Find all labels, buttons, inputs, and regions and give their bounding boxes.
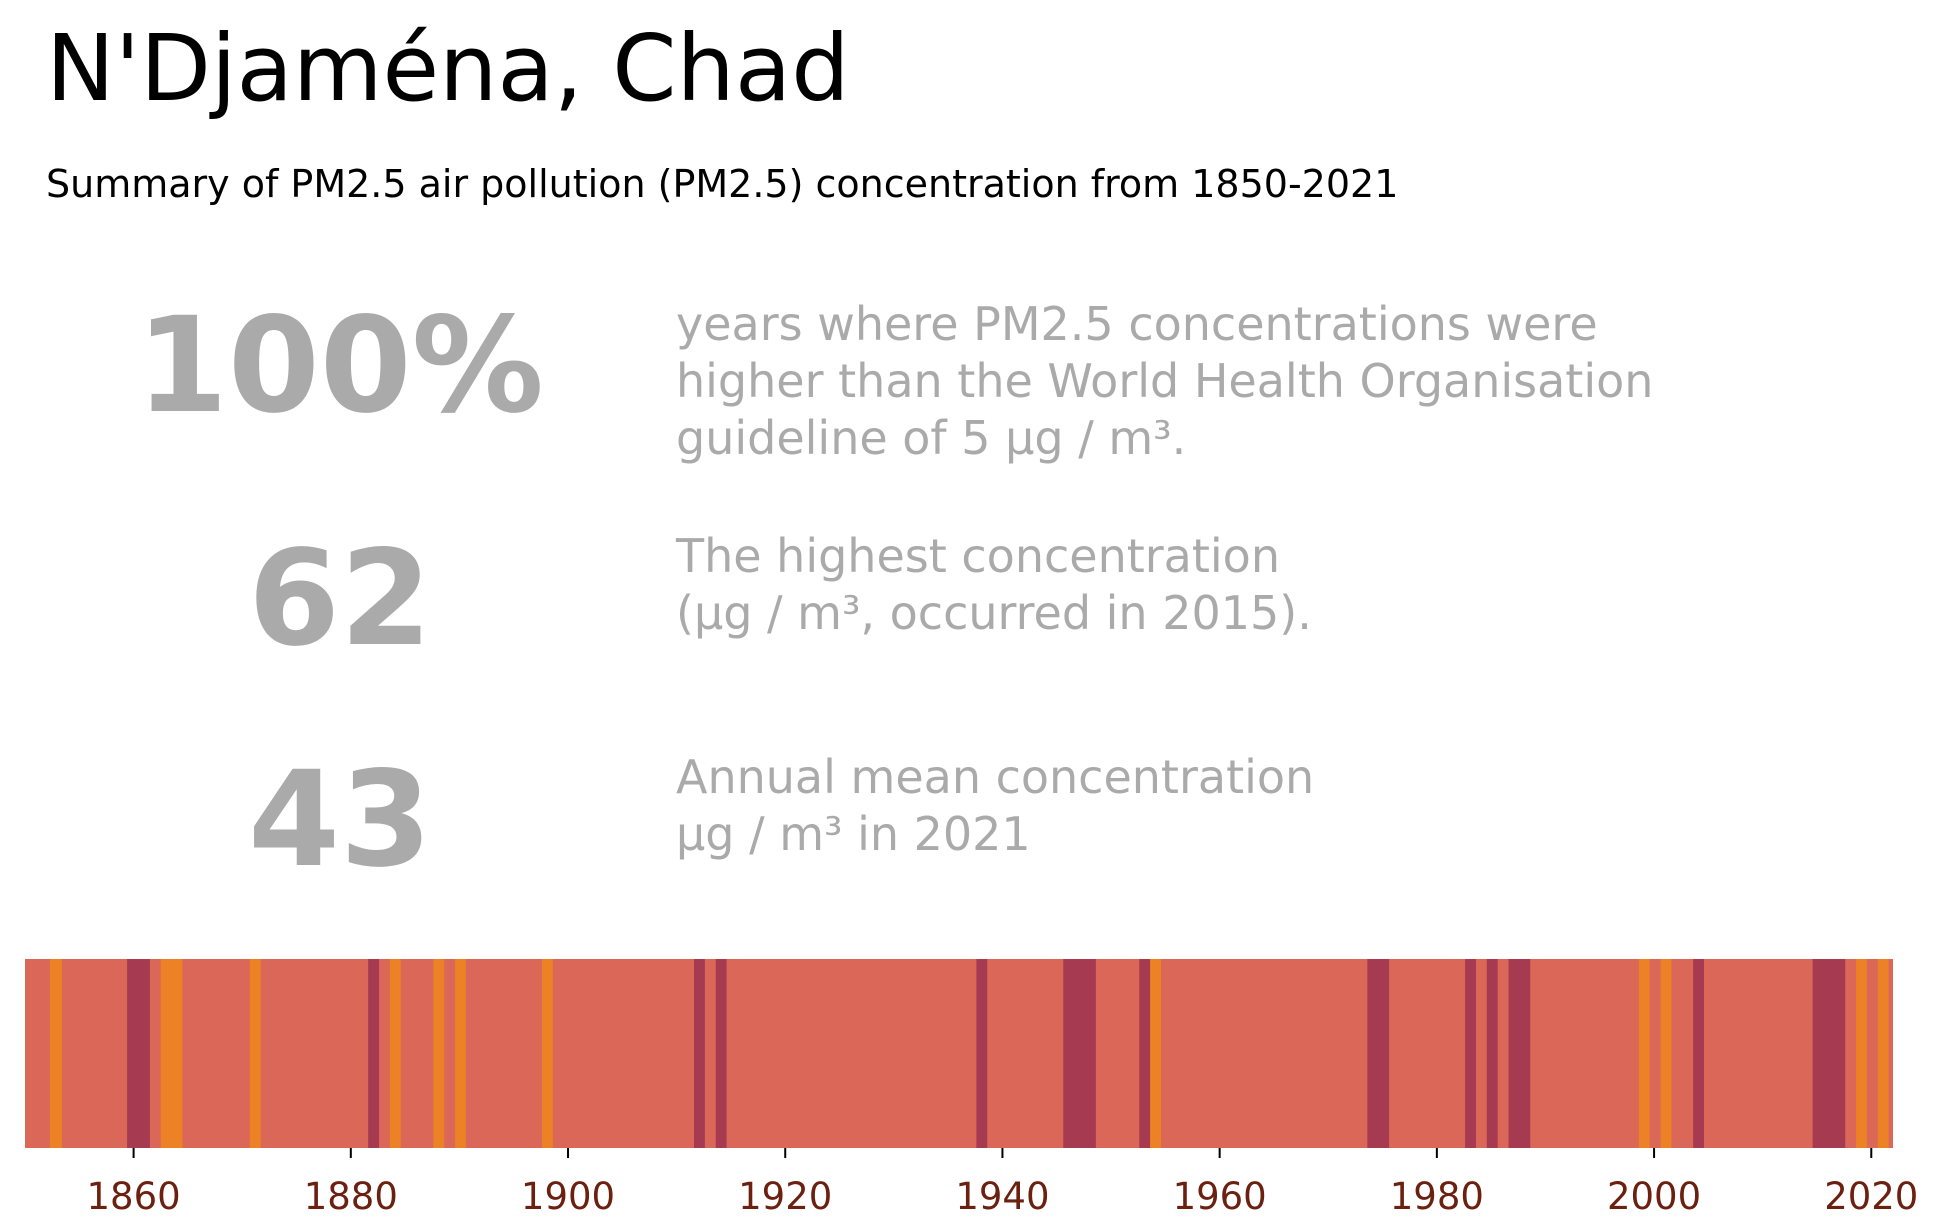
stat-description-line: µg / m³ in 2021 xyxy=(676,807,1031,861)
x-tick-label: 2020 xyxy=(1824,1175,1918,1218)
stripe-high xyxy=(1486,959,1498,1148)
x-axis-ticks: 1860 1880 1900 1920 1940 1960 1980 2000 2020 xyxy=(87,1148,1918,1218)
stripe-low xyxy=(1660,959,1672,1148)
stripe-low xyxy=(541,959,553,1148)
stripe-high xyxy=(1812,959,1846,1148)
stripe-low xyxy=(389,959,401,1148)
page-title: N'Djaména, Chad xyxy=(46,15,850,122)
stripe-low xyxy=(1638,959,1650,1148)
stat-description-exceedance: years where PM2.5 concentrations were hi… xyxy=(676,296,1653,467)
x-tick-label: 1900 xyxy=(521,1175,615,1218)
stripes-background xyxy=(25,959,1893,1148)
stripe-low xyxy=(160,959,183,1148)
stat-description-line: The highest concentration xyxy=(676,529,1280,583)
x-tick-label: 1960 xyxy=(1173,1175,1267,1218)
stripe-low xyxy=(433,959,445,1148)
stat-description-line: (µg / m³, occurred in 2015). xyxy=(676,586,1312,640)
stripe-low xyxy=(249,959,261,1148)
stripe-low xyxy=(1856,959,1867,1148)
x-tick-label: 1980 xyxy=(1390,1175,1484,1218)
stripe-low xyxy=(455,959,466,1148)
stat-value-exceedance: 100% xyxy=(136,289,544,443)
stripe-high xyxy=(1367,959,1390,1148)
stat-description-highest: The highest concentration (µg / m³, occu… xyxy=(676,528,1312,642)
stat-description-line: higher than the World Health Organisatio… xyxy=(676,354,1654,408)
x-tick-label: 1920 xyxy=(738,1175,832,1218)
stripe-high xyxy=(1508,959,1531,1148)
stripe-high xyxy=(1465,959,1476,1148)
stripe-high xyxy=(368,959,380,1148)
stripe-high xyxy=(1139,959,1151,1148)
stat-description-line: guideline of 5 µg / m³. xyxy=(676,411,1187,465)
stat-description-annual-mean: Annual mean concentration µg / m³ in 202… xyxy=(676,749,1314,863)
stripe-high xyxy=(715,959,727,1148)
x-tick-label: 1880 xyxy=(304,1175,398,1218)
x-tick-label: 2000 xyxy=(1607,1175,1701,1218)
stat-value-annual-mean: 43 xyxy=(248,743,432,897)
stripe-low xyxy=(1877,959,1889,1148)
stripe-high xyxy=(1063,959,1096,1148)
stripe-high xyxy=(127,959,150,1148)
stripe-high xyxy=(976,959,988,1148)
stat-description-line: years where PM2.5 concentrations were xyxy=(676,297,1598,351)
stripe-high xyxy=(694,959,705,1148)
x-tick-label: 1860 xyxy=(87,1175,181,1218)
stripe-low xyxy=(1150,959,1162,1148)
stripe-high xyxy=(1693,959,1705,1148)
page-subtitle: Summary of PM2.5 air pollution (PM2.5) c… xyxy=(46,162,1399,206)
stat-description-line: Annual mean concentration xyxy=(676,750,1315,804)
stripes-layer xyxy=(25,959,1893,1148)
stat-value-highest: 62 xyxy=(248,522,432,676)
x-tick-label: 1940 xyxy=(955,1175,1049,1218)
stripe-low xyxy=(49,959,62,1148)
